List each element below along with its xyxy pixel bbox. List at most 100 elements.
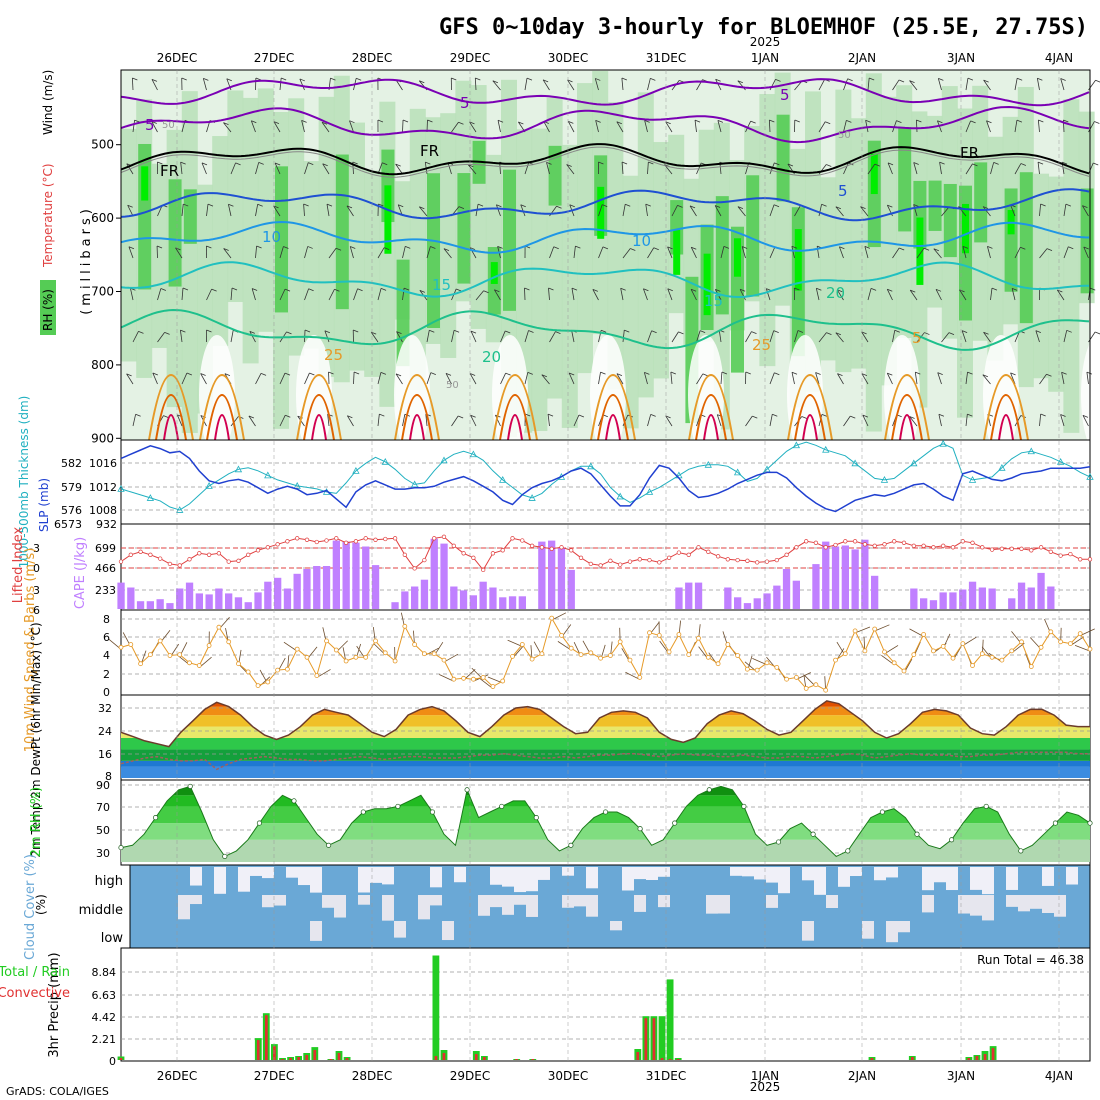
li-point <box>686 552 691 557</box>
wind-barb-flag <box>307 246 313 249</box>
wind-barb-flag <box>378 203 384 207</box>
wind-barb-flag <box>470 414 476 418</box>
wind-barb-flag <box>224 373 231 377</box>
wind-barb <box>689 205 697 217</box>
wind-barb-flag <box>846 119 852 123</box>
wind-barb <box>965 78 969 91</box>
wind-barb-flag <box>1037 77 1043 81</box>
wind10m-point <box>265 679 271 685</box>
isotherm-dome <box>703 414 719 441</box>
precip-convective-bar <box>652 1018 656 1060</box>
wind-barb <box>223 248 232 259</box>
rh2m-tick-label: 90 <box>96 779 110 792</box>
precip-convective-bar <box>911 1057 914 1060</box>
wind10m-point <box>715 661 721 667</box>
wind-barb-flag <box>787 163 794 167</box>
precip-total-bar <box>666 979 674 1060</box>
li-point <box>392 536 398 541</box>
wind-barb-flag <box>405 245 411 249</box>
li-point <box>343 540 349 545</box>
wind-barb <box>524 78 528 91</box>
wind-barb <box>962 246 967 259</box>
precip-convective-bar <box>442 1053 446 1060</box>
wind-barb-flag <box>456 288 462 292</box>
wind-barb-flag <box>592 289 598 292</box>
cloud-cell-clear <box>382 895 394 921</box>
isotherm-label: FR <box>160 162 179 180</box>
wind-barb <box>1037 162 1040 175</box>
wind-barb <box>737 206 746 217</box>
wind10m-point <box>1068 641 1073 646</box>
wind-barb <box>470 330 477 343</box>
wind-barb <box>206 288 212 301</box>
wind-barb <box>324 330 330 343</box>
rh2m-point <box>983 803 989 809</box>
cape-bar <box>166 603 174 609</box>
cape-bar <box>910 588 918 609</box>
wind-barb <box>886 289 893 301</box>
wind-barb-flag <box>527 371 533 375</box>
date-label-top: 31DEC <box>646 51 686 65</box>
wind10m-tick-label: 4 <box>103 649 110 662</box>
precip-convective-bar <box>967 1058 971 1060</box>
wind-barb-flag <box>791 245 798 249</box>
li-point <box>1087 557 1093 562</box>
wind-barb-flag <box>497 245 503 249</box>
wind-barb <box>982 206 991 217</box>
isotherm-label: 5 <box>838 182 848 200</box>
cloud-cell-clear <box>922 895 934 913</box>
wind-barb-flag <box>1061 161 1068 165</box>
rh-dry-pocket <box>688 335 724 455</box>
wind-barb-flag <box>982 206 989 209</box>
wind-barb <box>965 163 973 175</box>
li-point <box>823 545 828 550</box>
cloud-cell-clear <box>766 867 778 883</box>
wind-barb-flag <box>898 79 905 83</box>
rh-dry-pocket <box>394 335 430 455</box>
wind-barb <box>670 372 673 385</box>
wind-barb-flag <box>835 206 842 210</box>
li-point <box>833 542 838 548</box>
rh-band-green <box>427 173 440 329</box>
wind-barb-flag <box>346 205 353 209</box>
wind-barb-flag <box>151 78 158 82</box>
li-point <box>422 557 427 563</box>
wind-barb-flag <box>1038 119 1044 123</box>
wind-barb-flag <box>494 289 500 293</box>
rh-dry-pocket <box>1081 335 1100 455</box>
wind10m-point <box>686 652 692 657</box>
cloud-cell-clear <box>586 867 598 889</box>
wind-barb <box>867 288 872 301</box>
wind-barb-flag <box>961 330 968 334</box>
wind-barb <box>835 206 844 217</box>
wind-barb-flag <box>135 413 141 417</box>
li-point <box>363 536 368 541</box>
thickness-point <box>410 480 419 488</box>
wind-barb <box>939 162 942 175</box>
wind-barb <box>696 373 704 385</box>
wind-barb-flag <box>835 332 842 336</box>
wind-barb-flag <box>643 288 649 292</box>
wind10m-barb <box>796 672 811 680</box>
wind-barb <box>671 205 678 217</box>
cape-ylabel: CAPE (J/kg) <box>73 537 88 609</box>
wind-barb <box>402 414 406 427</box>
wind10m-point <box>187 660 192 666</box>
cloud-cell-clear <box>970 895 982 916</box>
cloud-cell-clear <box>706 895 718 914</box>
wind10m-point <box>392 658 398 664</box>
wind-barb <box>909 80 918 91</box>
wind-barb-flag <box>774 162 780 166</box>
wind-barb-flag <box>152 372 158 376</box>
li-point <box>275 542 280 547</box>
thickness-point <box>469 450 478 458</box>
wind-barb-flag <box>715 289 721 292</box>
wind10m-point <box>696 635 701 641</box>
precip-legend-convective: Convective <box>0 986 70 1001</box>
wind-barb-flag <box>595 119 601 123</box>
li-point <box>696 545 701 550</box>
profile-panel: 500 600 700 800 900 5 5 5 FR FR FR 5 10 10 15 15 20 20 25… <box>40 69 1100 455</box>
wind-barb <box>279 372 286 385</box>
thickness-point <box>616 492 624 500</box>
rh-band-bright <box>794 229 802 291</box>
